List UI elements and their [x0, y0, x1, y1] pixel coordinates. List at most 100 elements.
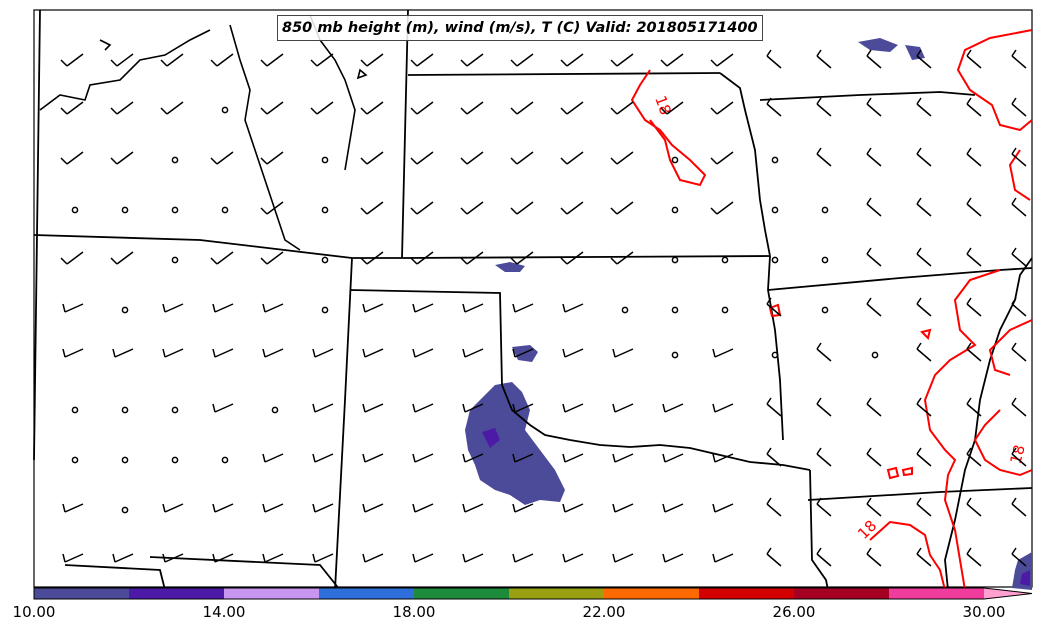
terrain-outline-2: [229, 24, 301, 251]
calm-wind-marker: [121, 406, 129, 414]
shaded-area-texas-panhandle: [465, 382, 565, 505]
shaded-area-iowa: [905, 45, 925, 60]
wind-barb: [916, 497, 932, 517]
calm-wind-marker: [221, 206, 229, 214]
wind-barb: [866, 297, 882, 317]
wind-barb: [816, 147, 832, 167]
calm-wind-marker: [321, 256, 329, 264]
wind-barb: [462, 403, 484, 413]
wind-barb: [816, 397, 832, 417]
wind-barb: [510, 251, 534, 265]
wind-barb: [212, 348, 234, 358]
wind-barb: [612, 453, 634, 463]
wind-barb: [412, 303, 434, 313]
wind-barb: [312, 403, 334, 413]
calm-wind-marker: [71, 456, 79, 464]
wind-barb: [966, 97, 982, 117]
wind-barb: [866, 497, 882, 517]
calm-wind-marker: [671, 351, 679, 359]
calm-wind-marker: [671, 306, 679, 314]
wind-barb: [412, 348, 434, 358]
wind-barb: [816, 497, 832, 517]
calm-wind-marker: [121, 506, 129, 514]
wind-barb: [260, 201, 284, 215]
wind-barb: [510, 201, 534, 215]
wind-barb: [60, 101, 84, 115]
boundary-tx-east: [809, 469, 829, 591]
wind-barb: [362, 553, 384, 563]
wind-barb: [1011, 447, 1027, 467]
wind-barb: [412, 553, 434, 563]
isotherm-blob-2: [901, 466, 913, 477]
wind-barb: [60, 251, 84, 265]
wind-barb: [612, 503, 634, 513]
wind-barb: [1011, 497, 1027, 517]
wind-barb: [360, 151, 384, 165]
calm-wind-marker: [321, 306, 329, 314]
wind-barb: [210, 151, 234, 165]
calm-wind-marker: [771, 351, 779, 359]
wind-barb: [62, 553, 84, 563]
wind-barb: [816, 97, 832, 117]
calm-wind-marker: [321, 206, 329, 214]
wind-barb: [710, 101, 734, 115]
wind-barb: [966, 297, 982, 317]
wind-barb: [562, 553, 584, 563]
wind-barb: [512, 303, 534, 313]
wind-barb: [766, 447, 782, 467]
wind-barb: [766, 497, 782, 517]
wind-barb: [916, 147, 932, 167]
wind-barb: [460, 201, 484, 215]
wind-barb: [410, 151, 434, 165]
wind-barb: [210, 53, 234, 67]
wind-barb: [560, 53, 584, 67]
colorbar-segment: [414, 588, 510, 599]
calm-wind-marker: [721, 256, 729, 264]
wind-barb: [510, 53, 534, 67]
wind-barb: [310, 53, 334, 67]
wind-barb: [966, 147, 982, 167]
colorbar-segment: [34, 588, 130, 599]
wind-barb: [512, 453, 534, 463]
wind-barb: [212, 503, 234, 513]
boundary-mississippi: [944, 257, 1033, 591]
wind-barb: [766, 97, 782, 117]
wind-barb: [1011, 97, 1027, 117]
wind-barb: [62, 503, 84, 513]
wind-barb: [612, 348, 634, 358]
wind-barb: [916, 297, 932, 317]
wind-barb: [866, 247, 882, 267]
calm-wind-marker: [171, 256, 179, 264]
wind-barb: [610, 101, 634, 115]
wind-barb: [412, 503, 434, 513]
wind-barb: [262, 503, 284, 513]
wind-barb: [866, 547, 882, 567]
wind-barb: [462, 303, 484, 313]
boundary-ne-south: [33, 234, 353, 259]
wind-barb: [660, 101, 684, 115]
wind-barb: [1011, 547, 1027, 567]
wind-barb: [660, 53, 684, 67]
isotherm-east-4: [988, 319, 1033, 376]
wind-barb: [610, 53, 634, 67]
wind-barb: [512, 348, 534, 358]
colorbar-tick-label: 10.00: [12, 603, 56, 621]
boundary-iowa-mo: [759, 91, 976, 101]
calm-wind-marker: [671, 206, 679, 214]
wind-barb: [610, 201, 634, 215]
shaded-inner-east: [1020, 570, 1030, 586]
colorbar-tick-label: 26.00: [772, 603, 816, 621]
wind-barb: [1011, 342, 1027, 362]
isotherm-east-3: [973, 409, 1033, 477]
wind-barb: [362, 503, 384, 513]
wind-barb: [712, 403, 734, 413]
wind-barb: [662, 553, 684, 563]
wind-barb: [60, 151, 84, 165]
state-boundaries: [33, 9, 1033, 591]
wind-barb: [362, 453, 384, 463]
wind-barb: [866, 447, 882, 467]
wind-barb: [162, 553, 184, 563]
calm-wind-marker: [821, 206, 829, 214]
wind-barb: [816, 342, 832, 362]
